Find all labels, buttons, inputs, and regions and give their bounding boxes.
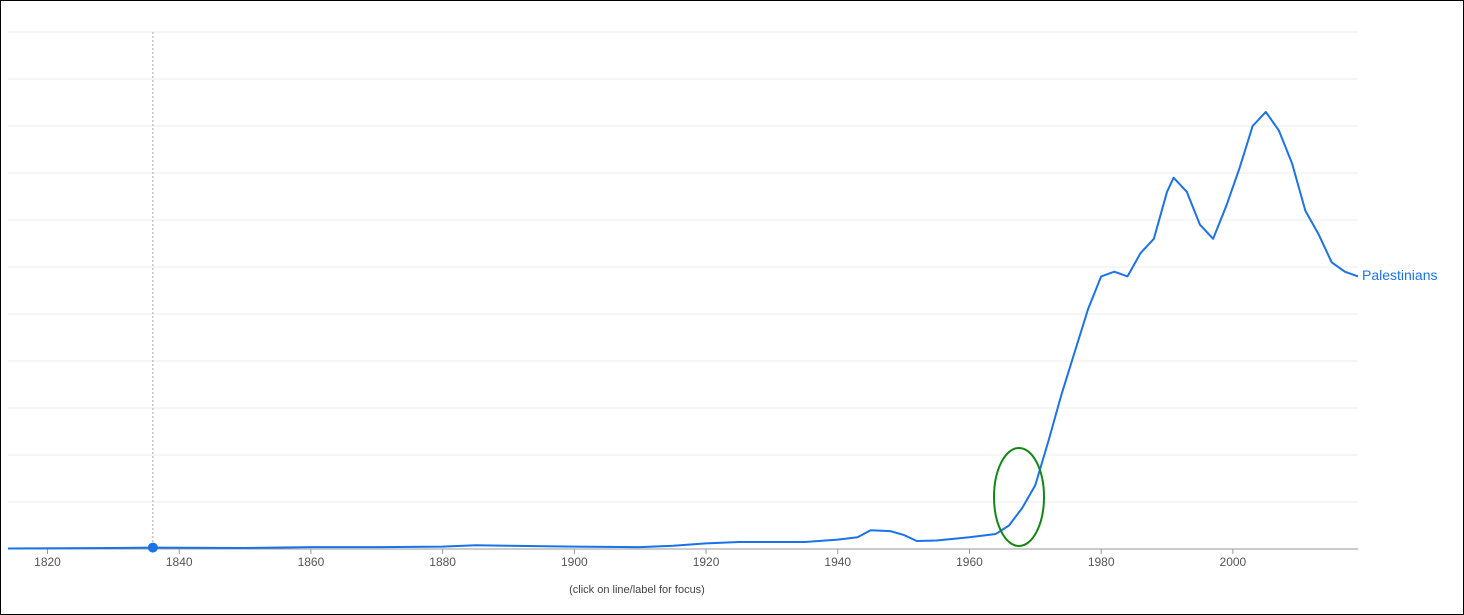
note: (click on line/label for focus) bbox=[569, 584, 705, 596]
hover-point bbox=[147, 542, 158, 553]
x-tick-label: 1980 bbox=[1088, 555, 1115, 569]
x-tick-label: 2000 bbox=[1220, 555, 1247, 569]
x-tick-label: 1900 bbox=[561, 555, 588, 569]
x-tick-label: 1920 bbox=[693, 555, 720, 569]
x-tick-label: 1820 bbox=[34, 555, 61, 569]
x-tick-label: 1960 bbox=[956, 555, 983, 569]
x-tick-label: 1880 bbox=[429, 555, 456, 569]
series-label[interactable]: Palestinians bbox=[1362, 267, 1438, 283]
highlight-ellipse bbox=[993, 447, 1045, 547]
x-tick-label: 1840 bbox=[166, 555, 193, 569]
x-tick-label: 1860 bbox=[298, 555, 325, 569]
x-tick-label: 1940 bbox=[824, 555, 851, 569]
series-line[interactable] bbox=[7, 110, 1359, 550]
